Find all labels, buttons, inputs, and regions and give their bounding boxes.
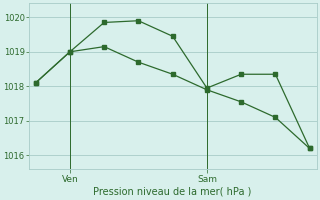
X-axis label: Pression niveau de la mer( hPa ): Pression niveau de la mer( hPa ): [93, 187, 252, 197]
